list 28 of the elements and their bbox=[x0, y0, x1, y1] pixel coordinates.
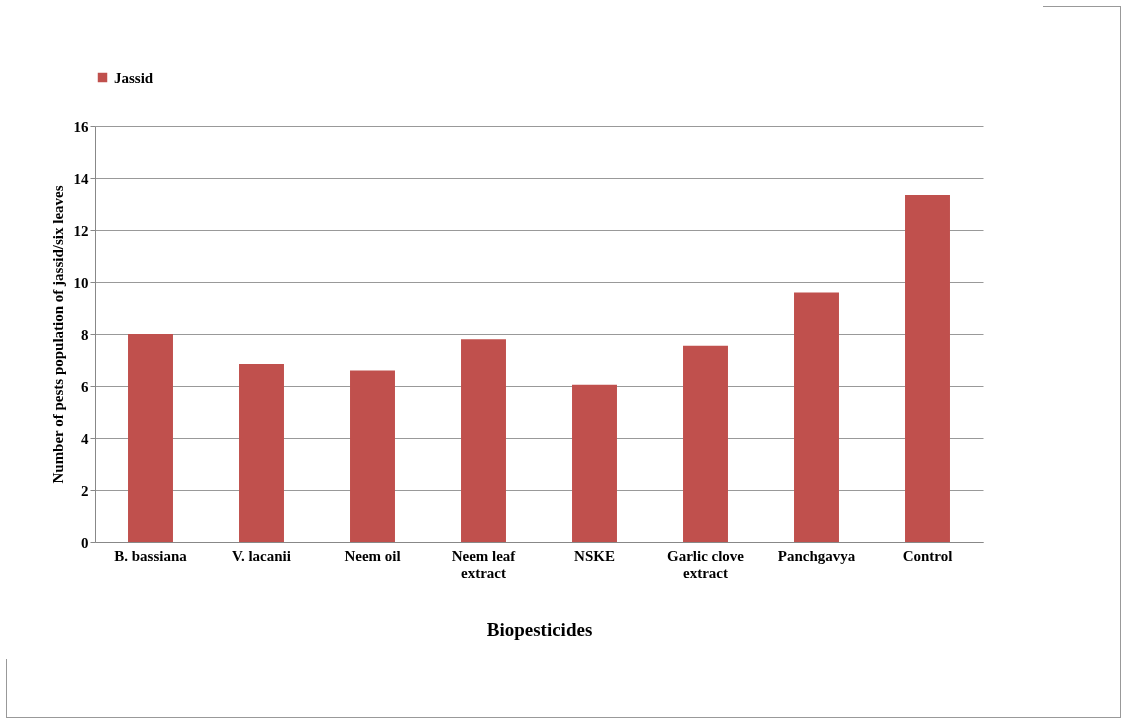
x-axis-title: Biopesticides bbox=[486, 618, 593, 640]
x-tick-label: B. bassiana bbox=[114, 547, 188, 564]
x-tick-label: NSKE bbox=[574, 547, 615, 564]
legend-label: Jassid bbox=[114, 69, 154, 86]
bar bbox=[128, 334, 173, 542]
bar bbox=[794, 292, 839, 542]
bar bbox=[905, 194, 950, 542]
bar bbox=[461, 339, 506, 542]
bar bbox=[572, 384, 617, 542]
y-tick-label: 10 bbox=[73, 274, 89, 291]
bar bbox=[239, 363, 284, 542]
y-axis-title: Number of pests population of jassid/six leaves bbox=[49, 185, 66, 484]
x-tick-label: Control bbox=[902, 547, 953, 564]
bar bbox=[350, 370, 395, 542]
y-tick-label: 8 bbox=[81, 326, 89, 343]
bar bbox=[683, 345, 728, 542]
y-tick-label: 2 bbox=[81, 482, 89, 499]
x-tick-label: Neem leaf extract bbox=[451, 547, 517, 581]
y-tick-label: 16 bbox=[73, 118, 89, 135]
x-tick-label: Garlic clove extract bbox=[666, 547, 745, 581]
y-tick-label: 0 bbox=[81, 534, 89, 551]
x-tick-label: Panchgavya bbox=[777, 547, 856, 564]
x-tick-label: V. lacanii bbox=[232, 547, 291, 564]
x-tick-label: Neem oil bbox=[344, 547, 401, 564]
y-tick-label: 6 bbox=[81, 378, 89, 395]
y-tick-label: 14 bbox=[73, 170, 89, 187]
y-tick-label: 4 bbox=[81, 430, 89, 447]
y-tick-label: 12 bbox=[73, 222, 89, 239]
